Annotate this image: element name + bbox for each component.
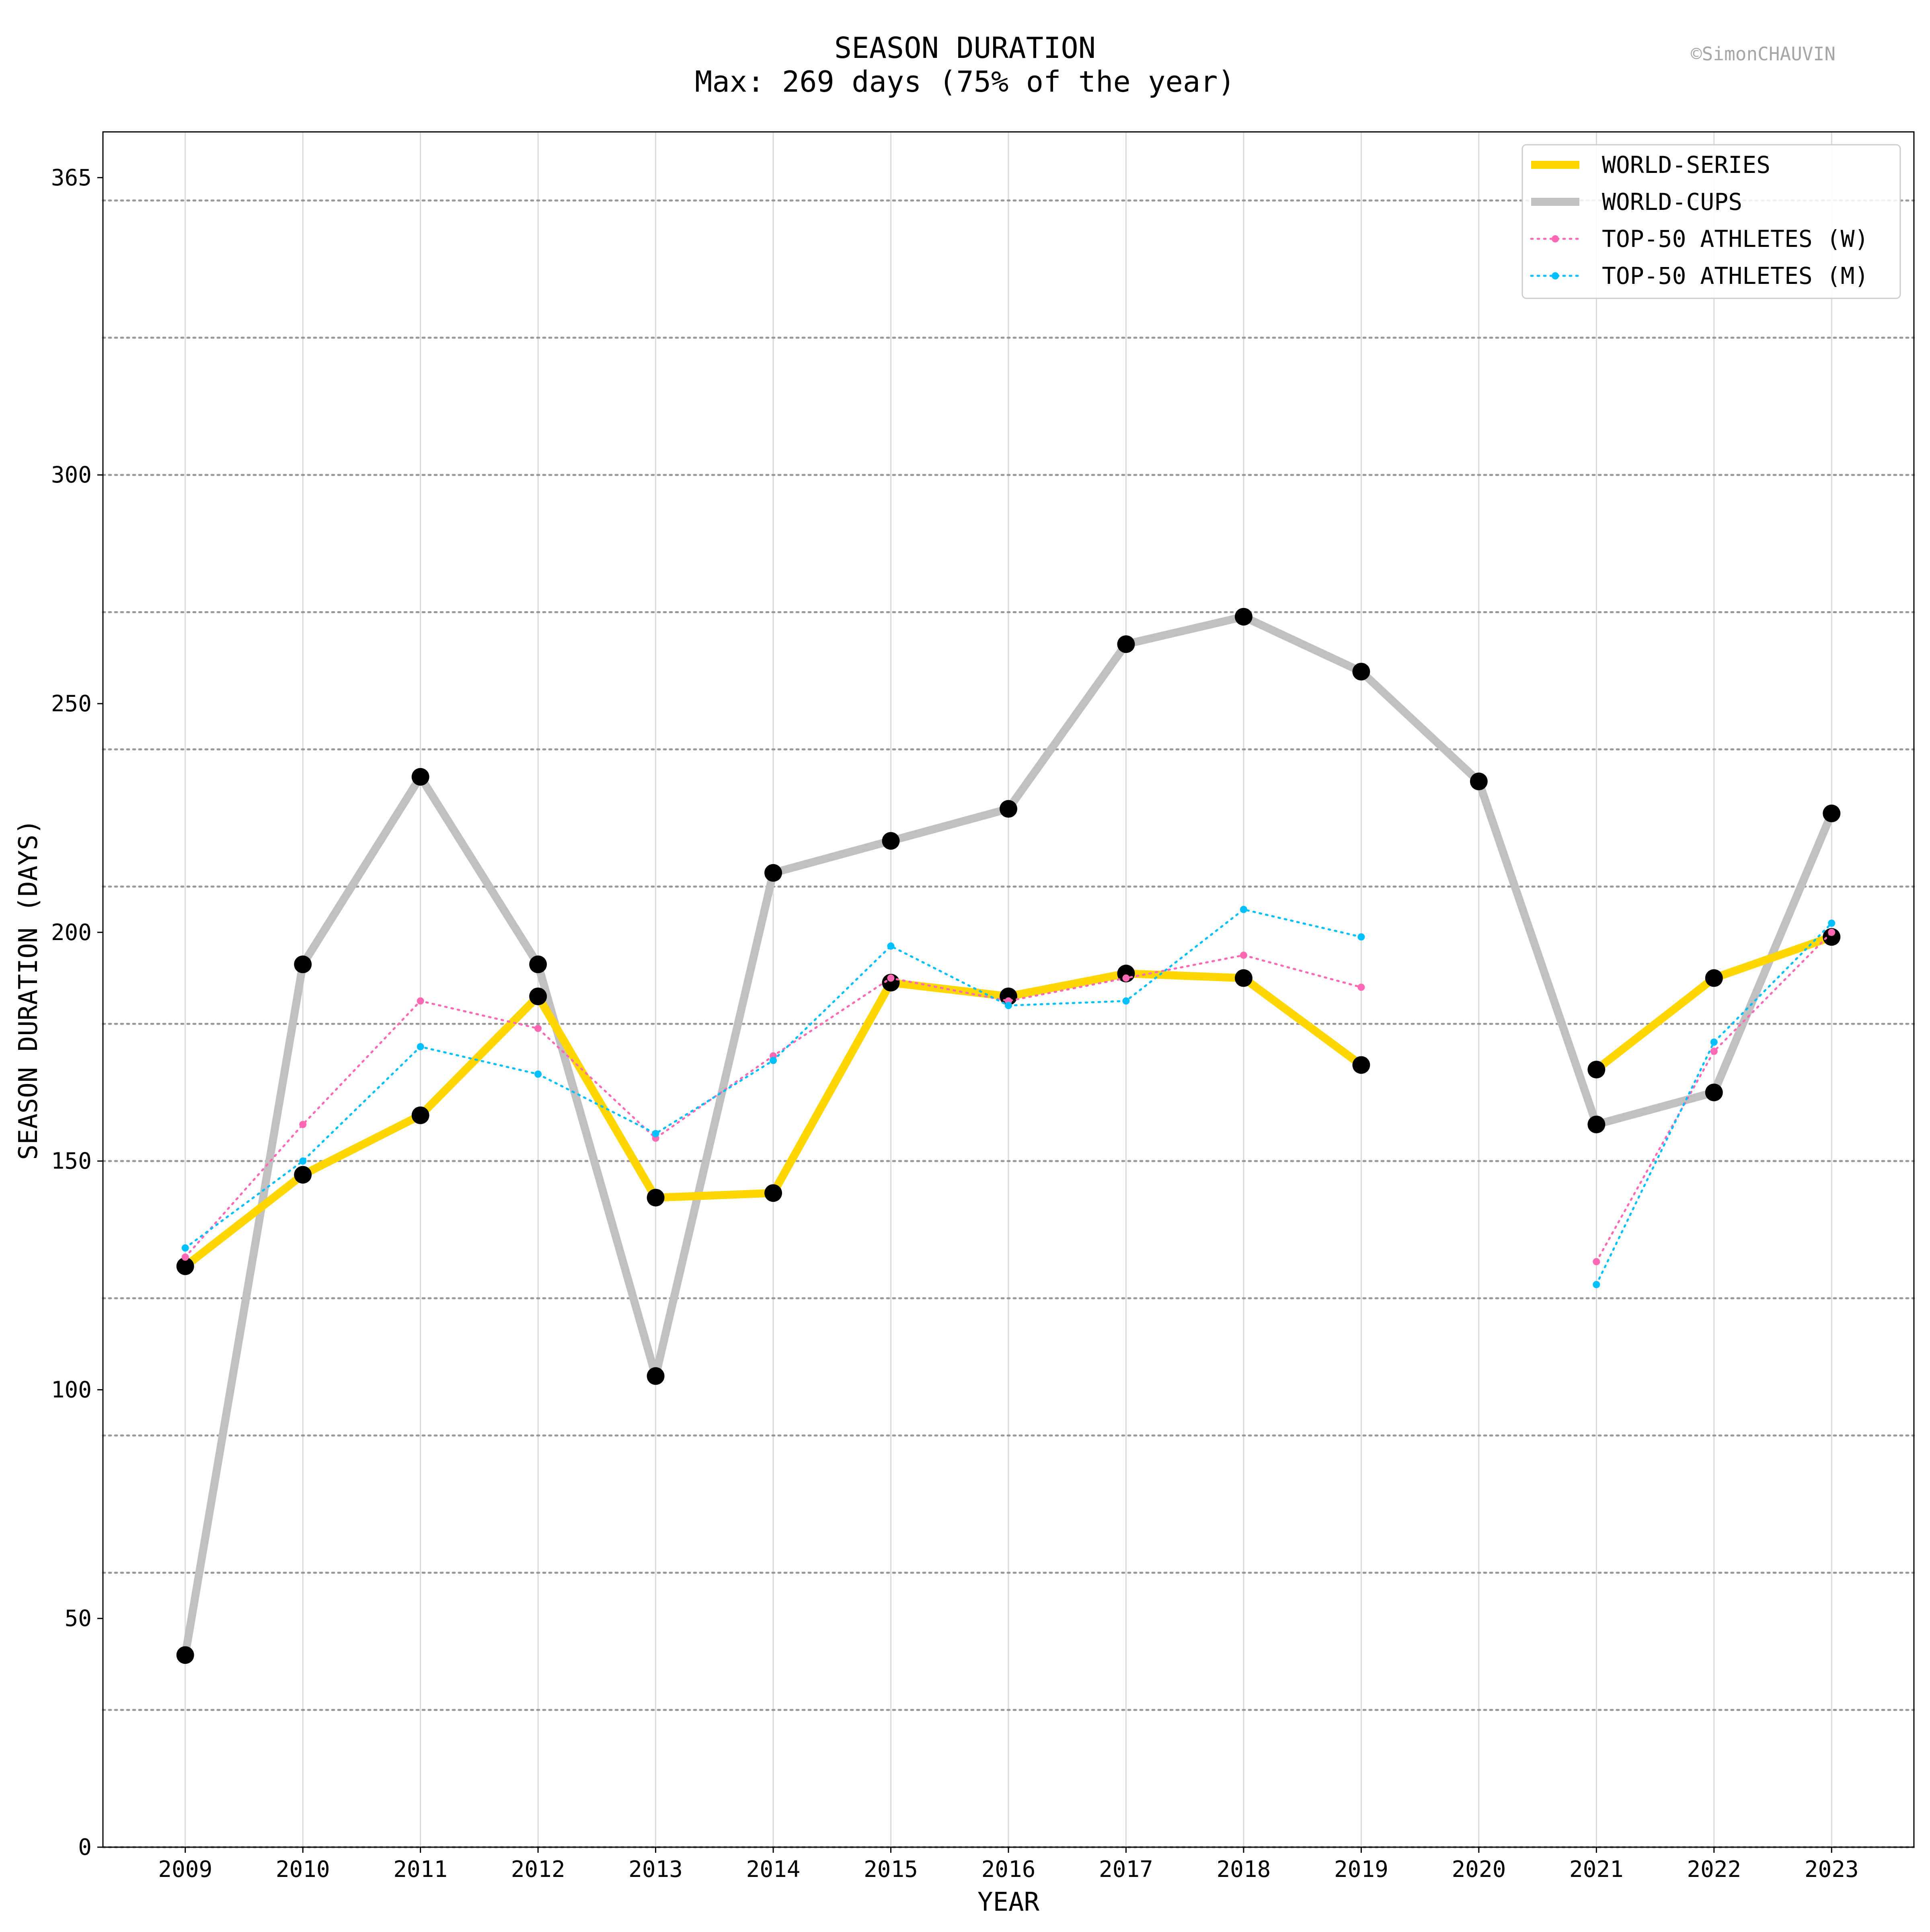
- top-50-athletes-w-point-2012: [534, 1025, 542, 1032]
- world-cups-point-2009: [176, 1646, 194, 1664]
- x-tick-label: 2017: [1099, 1856, 1153, 1883]
- world-cups-point-2021: [1587, 1115, 1606, 1133]
- world-series-point-2013: [647, 1189, 665, 1207]
- top-50-athletes-w-point-2023: [1828, 928, 1836, 936]
- axis-layer: 2009 2010 2011 2012 2013 2014 2015 2016 2017 2018…: [51, 165, 1859, 1883]
- top-50-athletes-w-point-2010: [299, 1121, 307, 1128]
- top-50-athletes-m-point-2014: [770, 1057, 777, 1064]
- x-tick-label: 2009: [158, 1856, 212, 1883]
- top-50-athletes-w-point-2022: [1710, 1047, 1718, 1055]
- legend-box: [1521, 144, 1901, 299]
- y-tick-label: 50: [65, 1606, 92, 1632]
- world-cups-point-2014: [764, 864, 782, 882]
- top-50-athletes-m-point-2013: [652, 1130, 659, 1137]
- grid-layer: [102, 132, 1915, 1848]
- world-cups-point-2020: [1470, 772, 1488, 790]
- top-50-athletes-m-point-2021: [1593, 1281, 1600, 1288]
- top-50-athletes-m-point-2022: [1710, 1038, 1718, 1046]
- world-cups-point-2023: [1823, 805, 1841, 823]
- x-tick-label: 2018: [1217, 1856, 1271, 1883]
- x-tick-label: 2014: [746, 1856, 801, 1883]
- world-cups-point-2010: [294, 955, 312, 973]
- x-tick-label: 2022: [1687, 1856, 1741, 1883]
- top-50-athletes-w-point-2017: [1122, 974, 1130, 982]
- world-series-point-2018: [1234, 969, 1252, 987]
- y-tick-label: 150: [51, 1148, 92, 1174]
- world-cups-series: [176, 608, 1841, 1664]
- world-series-point-2022: [1705, 969, 1723, 987]
- top-50-athletes-m-point-2010: [299, 1157, 307, 1165]
- top-50-athletes-m-point-2011: [417, 1043, 424, 1051]
- world-cups-point-2015: [882, 832, 900, 850]
- x-tick-label: 2012: [511, 1856, 565, 1883]
- world-series-point-2023: [1823, 928, 1841, 946]
- world-series-point-2012: [529, 988, 547, 1006]
- x-tick-label: 2021: [1569, 1856, 1624, 1883]
- y-axis-label: SEASON DURATION (DAYS): [14, 819, 43, 1160]
- top-50-athletes-m-point-2009: [181, 1244, 189, 1252]
- world-series-point-2010: [294, 1166, 312, 1184]
- world-cups-point-2018: [1234, 608, 1252, 626]
- world-cups-point-2011: [411, 768, 429, 786]
- top-50-athletes-w-point-2021: [1593, 1258, 1600, 1265]
- top-50-athletes-w-point-2011: [417, 997, 424, 1005]
- world-cups-point-2012: [529, 955, 547, 973]
- world-series-point-2019: [1352, 1056, 1370, 1074]
- legend-label-top-50-athletes-m: TOP-50 ATHLETES (M): [1602, 262, 1868, 289]
- world-cups-point-2019: [1352, 663, 1370, 681]
- x-axis-label: YEAR: [977, 1887, 1040, 1917]
- world-series-point-2014: [764, 1184, 782, 1202]
- world-series-point-2011: [411, 1106, 429, 1124]
- top-50-athletes-m-point-2018: [1240, 905, 1247, 913]
- legend-label-world-cups: WORLD-CUPS: [1602, 188, 1742, 216]
- chart-subtitle: Max: 269 days (75% of the year): [695, 65, 1235, 99]
- chart-title: SEASON DURATION: [834, 31, 1096, 65]
- world-cups-point-2016: [1000, 800, 1017, 818]
- y-tick-label: 250: [51, 691, 92, 717]
- legend-label-world-series: WORLD-SERIES: [1602, 151, 1770, 179]
- top-50-athletes-m-point-2017: [1122, 997, 1130, 1005]
- world-series-point-2021: [1587, 1061, 1606, 1079]
- world-series-point-2015: [882, 973, 900, 992]
- top-50-athletes-w-point-2019: [1357, 983, 1365, 991]
- world-series-point-2009: [176, 1257, 194, 1275]
- world-cups-point-2017: [1117, 635, 1135, 653]
- world-series-series: [176, 928, 1841, 1275]
- y-tick-label: 365: [51, 165, 92, 191]
- top-50-athletes-w-point-2018: [1240, 951, 1247, 959]
- x-tick-label: 2020: [1452, 1856, 1506, 1883]
- top-50-athletes-m-point-2012: [534, 1070, 542, 1078]
- world-cups-point-2022: [1705, 1083, 1723, 1101]
- series-layer: [176, 608, 1841, 1664]
- x-tick-label: 2023: [1805, 1856, 1859, 1883]
- top-50-athletes-w-series: [181, 928, 1836, 1265]
- legend-marker-top-50-athletes-m: [1552, 272, 1559, 279]
- watermark-text: ©SimonCHAUVIN: [1691, 43, 1836, 65]
- x-tick-label: 2016: [981, 1856, 1036, 1883]
- top-50-athletes-w-point-2009: [181, 1253, 189, 1261]
- legend-label-top-50-athletes-w: TOP-50 ATHLETES (W): [1602, 225, 1868, 253]
- top-50-athletes-m-point-2015: [887, 942, 895, 950]
- top-50-athletes-m-point-2023: [1828, 920, 1836, 927]
- x-tick-label: 2013: [628, 1856, 683, 1883]
- world-cups-point-2013: [647, 1367, 665, 1385]
- top-50-athletes-m-point-2016: [1005, 1002, 1012, 1009]
- x-tick-label: 2010: [276, 1856, 330, 1883]
- y-tick-label: 200: [51, 920, 92, 946]
- y-tick-label: 100: [51, 1377, 92, 1403]
- y-tick-label: 300: [51, 462, 92, 488]
- top-50-athletes-w-point-2015: [887, 974, 895, 982]
- x-tick-label: 2019: [1334, 1856, 1388, 1883]
- legend: WORLD-SERIES WORLD-CUPS TOP-50 ATHLETES (W…: [1521, 144, 1901, 299]
- top-50-athletes-m-point-2019: [1357, 933, 1365, 941]
- legend-marker-top-50-athletes-w: [1552, 235, 1559, 242]
- y-tick-label: 0: [78, 1834, 92, 1860]
- x-tick-label: 2011: [393, 1856, 448, 1883]
- top-50-athletes-m-series: [181, 905, 1836, 1288]
- x-tick-label: 2015: [864, 1856, 918, 1883]
